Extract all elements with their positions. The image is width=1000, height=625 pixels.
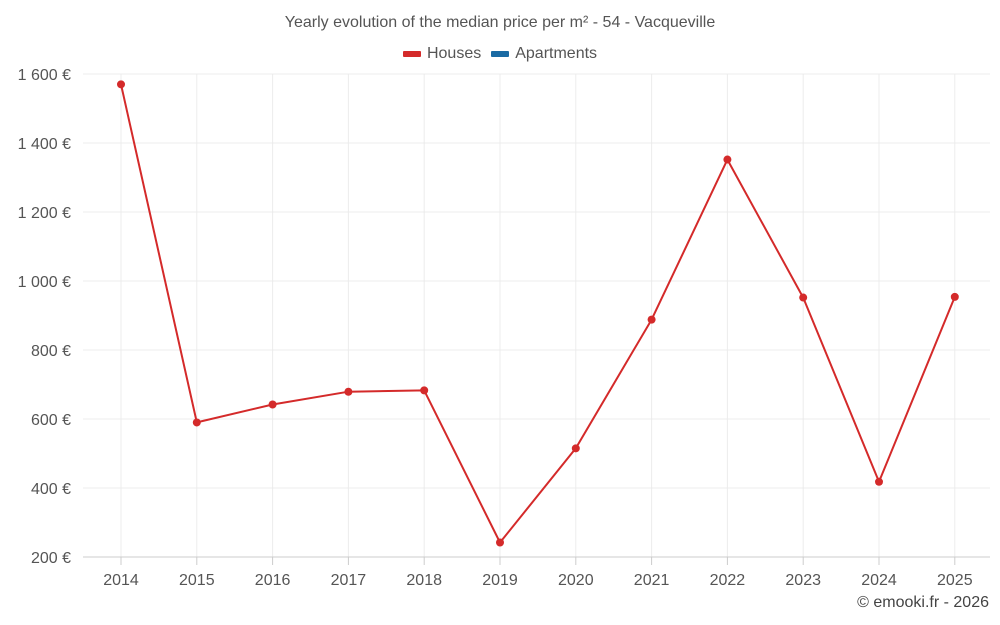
legend-label-apartments: Apartments: [515, 45, 598, 62]
legend-item-houses[interactable]: Houses: [402, 45, 482, 63]
data-point: [571, 444, 580, 453]
legend-swatch-houses: [402, 51, 421, 57]
series-line-houses: [120, 84, 956, 544]
data-point: [192, 418, 201, 427]
data-point: [268, 400, 277, 409]
data-point: [799, 293, 808, 302]
series-houses: [117, 80, 959, 547]
x-tick-label: 2019: [482, 572, 518, 589]
y-tick-label: 1 200 €: [18, 205, 71, 222]
data-point: [723, 155, 732, 164]
data-point: [496, 538, 504, 547]
x-tick-label: 2024: [861, 572, 897, 589]
legend-swatch-apartments: [491, 51, 510, 57]
data-point: [647, 315, 656, 324]
x-tick-label: 2017: [331, 572, 367, 589]
data-point: [344, 387, 353, 396]
data-point: [420, 386, 429, 395]
x-tick-label: 2025: [937, 572, 973, 589]
y-tick-label: 800 €: [31, 343, 71, 360]
x-tick-label: 2021: [634, 572, 670, 589]
y-tick-label: 1 000 €: [18, 274, 71, 291]
legend-label-houses: Houses: [426, 45, 482, 62]
y-tick-label: 600 €: [31, 412, 71, 429]
x-tick-label: 2015: [179, 572, 215, 589]
legend: Houses Apartments: [0, 45, 1000, 63]
axes: 200 € 400 € 600 € 800 € 1 000 € 1 200 € 1 400 …: [18, 67, 990, 589]
x-tick-label: 2014: [103, 572, 139, 589]
credit-text: © emooki.fr - 2026: [857, 594, 989, 611]
y-tick-label: 200 €: [31, 550, 71, 567]
x-tick-label: 2016: [255, 572, 291, 589]
x-tick-label: 2022: [710, 572, 746, 589]
data-point: [950, 292, 959, 301]
legend-item-apartments[interactable]: Apartments: [491, 45, 597, 63]
y-tick-label: 400 €: [31, 481, 71, 498]
chart-title: Yearly evolution of the median price per…: [284, 14, 716, 31]
x-tick-label: 2020: [558, 572, 594, 589]
y-tick-label: 1 600 €: [18, 67, 71, 84]
grid: [83, 73, 990, 557]
y-tick-label: 1 400 €: [18, 136, 71, 153]
x-tick-label: 2018: [406, 572, 442, 589]
data-point: [875, 477, 883, 486]
data-point: [117, 80, 125, 89]
x-tick-label: 2023: [785, 572, 821, 589]
